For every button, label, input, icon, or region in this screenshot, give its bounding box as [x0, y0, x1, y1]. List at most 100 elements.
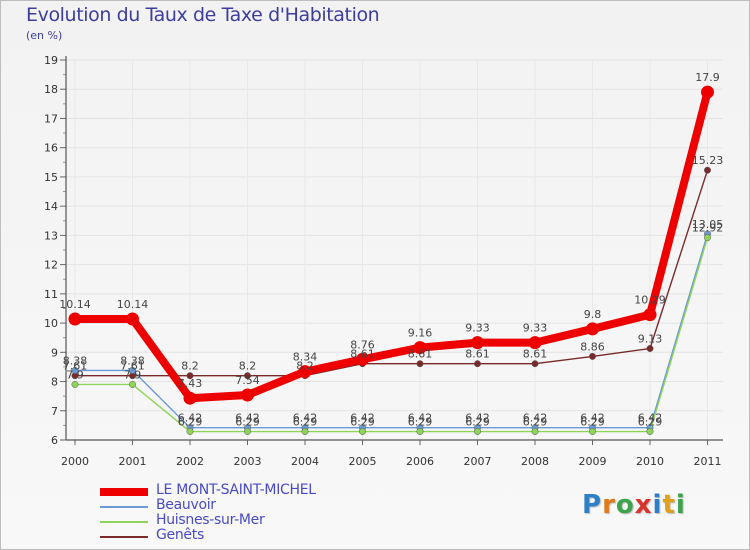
data-point — [68, 312, 82, 326]
data-point — [531, 360, 539, 368]
data-label: 6.42 — [408, 412, 433, 425]
data-label: 6.42 — [638, 412, 663, 425]
data-point — [531, 428, 539, 435]
data-label: 9.33 — [523, 322, 548, 335]
data-point — [586, 322, 599, 336]
data-label: 8.61 — [465, 348, 490, 361]
data-label: 8.76 — [350, 338, 375, 351]
y-tick-label: 6 — [51, 434, 58, 447]
data-label: 6.29 — [293, 416, 318, 429]
data-label: 6.29 — [408, 416, 433, 429]
data-label: 9.8 — [584, 308, 602, 321]
data-point — [129, 381, 136, 388]
data-point — [301, 428, 309, 435]
x-tick-label: 2005 — [349, 455, 377, 468]
legend-label: Genêts — [156, 527, 204, 543]
series-line-1 — [74, 233, 709, 429]
data-label: 6.42 — [580, 412, 605, 425]
data-label: 6.42 — [465, 412, 490, 425]
y-tick-label: 9 — [51, 346, 58, 359]
data-label: 8.38 — [63, 354, 88, 367]
data-label: 6.29 — [580, 416, 605, 429]
data-label: 6.42 — [350, 412, 375, 425]
data-label: 8.61 — [408, 348, 433, 361]
y-tick-label: 18 — [44, 83, 58, 96]
data-label: 6.29 — [638, 416, 663, 429]
data-label: 6.42 — [235, 412, 260, 425]
data-point — [474, 428, 481, 435]
y-tick-label: 16 — [44, 142, 58, 155]
x-tick-label: 2003 — [234, 455, 262, 468]
data-label: 7.61 — [120, 360, 145, 373]
data-label: 12.92 — [692, 222, 724, 235]
data-point — [186, 428, 194, 435]
y-tick-label: 8 — [51, 376, 58, 389]
data-label: 8.2 — [296, 360, 314, 373]
logo-letter: P — [582, 490, 603, 520]
data-label: 8.38 — [120, 354, 145, 367]
data-label: 6.29 — [178, 416, 203, 429]
data-point — [71, 366, 79, 374]
data-label: 8.34 — [293, 351, 318, 364]
data-label: 6.29 — [350, 416, 375, 429]
x-tick-label: 2006 — [406, 455, 434, 468]
data-label: 8.61 — [350, 348, 375, 361]
x-tick-label: 2007 — [464, 455, 492, 468]
data-label: 8.86 — [580, 340, 605, 353]
data-point — [704, 166, 711, 174]
legend-label: Huisnes-sur-Mer — [156, 512, 265, 528]
data-point — [126, 312, 139, 326]
data-point — [183, 391, 197, 405]
data-point — [244, 372, 251, 380]
data-label: 7.43 — [178, 377, 203, 390]
y-axis-unit: (en %) — [26, 29, 63, 42]
data-label: 8.2 — [181, 360, 199, 373]
data-point — [356, 352, 369, 366]
data-point — [416, 360, 424, 368]
data-point — [474, 360, 481, 368]
data-point — [528, 336, 542, 350]
series-line-0 — [71, 88, 712, 403]
data-label: 10.14 — [59, 298, 91, 311]
series-line-2 — [74, 237, 709, 433]
data-point — [186, 372, 194, 380]
legend-swatch — [100, 488, 148, 496]
data-point — [71, 381, 79, 388]
data-label: 9.33 — [465, 322, 490, 335]
data-point — [413, 341, 427, 355]
data-label: 6.29 — [235, 416, 260, 429]
data-point — [416, 428, 424, 435]
y-tick-label: 11 — [44, 288, 58, 301]
data-point — [359, 428, 366, 435]
data-label: 10.14 — [117, 298, 149, 311]
x-tick-label: 2002 — [176, 455, 204, 468]
data-point — [643, 308, 657, 322]
data-label: 17.9 — [695, 71, 720, 84]
data-label: 8.61 — [523, 348, 548, 361]
data-point — [129, 366, 136, 374]
y-tick-label: 17 — [44, 112, 58, 125]
legend-swatch — [100, 506, 148, 508]
data-label: 7.9 — [66, 368, 84, 381]
logo-letter: t — [662, 490, 676, 520]
y-tick-label: 13 — [44, 229, 58, 242]
data-point — [471, 336, 484, 350]
legend-swatch — [100, 536, 148, 538]
data-label: 6.29 — [523, 416, 548, 429]
x-tick-label: 2010 — [636, 455, 664, 468]
x-tick-label: 2004 — [291, 455, 319, 468]
data-point — [241, 388, 254, 402]
y-tick-label: 14 — [44, 200, 58, 213]
legend-label: LE MONT-SAINT-MICHEL — [156, 482, 316, 498]
x-tick-label: 2008 — [521, 455, 549, 468]
y-tick-label: 12 — [44, 259, 58, 272]
data-point — [646, 428, 654, 435]
data-label: 7.9 — [124, 368, 142, 381]
series-line-3 — [74, 169, 709, 377]
data-point — [646, 345, 654, 352]
data-label: 9.13 — [638, 333, 663, 346]
data-point — [589, 352, 596, 360]
x-tick-label: 2001 — [119, 455, 147, 468]
logo-letter: i — [652, 490, 663, 520]
data-label: 6.42 — [293, 412, 318, 425]
